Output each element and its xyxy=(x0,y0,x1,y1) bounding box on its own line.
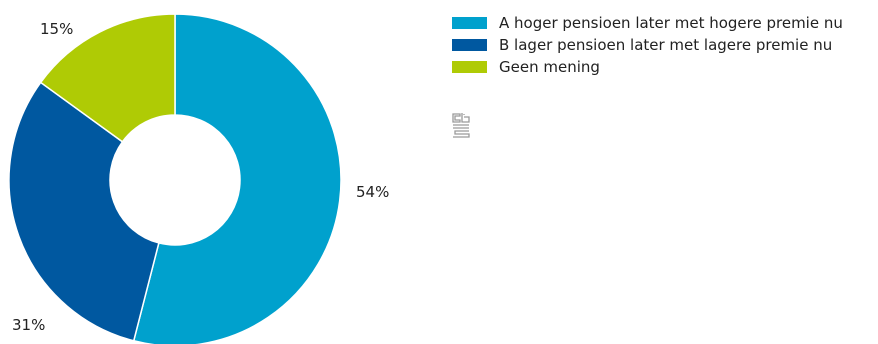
legend-swatch-b xyxy=(452,38,487,51)
slice-b xyxy=(8,81,160,342)
legend-label-a: A hoger pensioen later met hogere premie… xyxy=(499,13,843,32)
slice-label-b: 31% xyxy=(12,316,45,334)
slice-label-a: 54% xyxy=(356,183,389,201)
legend-swatch-geen-mening xyxy=(452,60,487,73)
donut-chart: 54% 31% 15% xyxy=(8,13,389,344)
slice-geen-mening xyxy=(39,13,176,143)
legend-label-b: B lager pensioen later met lagere premie… xyxy=(499,35,833,54)
legend-item-geen-mening: Geen mening xyxy=(452,56,843,77)
slice-label-geen-mening: 15% xyxy=(40,20,73,38)
legend-label-geen-mening: Geen mening xyxy=(499,57,600,76)
legend-item-a: A hoger pensioen later met hogere premie… xyxy=(452,12,843,33)
legend-item-b: B lager pensioen later met lagere premie… xyxy=(452,34,843,55)
legend-swatch-a xyxy=(452,16,487,29)
cbs-logo-icon xyxy=(452,113,470,138)
slice-a xyxy=(132,13,342,344)
legend: A hoger pensioen later met hogere premie… xyxy=(452,12,843,78)
